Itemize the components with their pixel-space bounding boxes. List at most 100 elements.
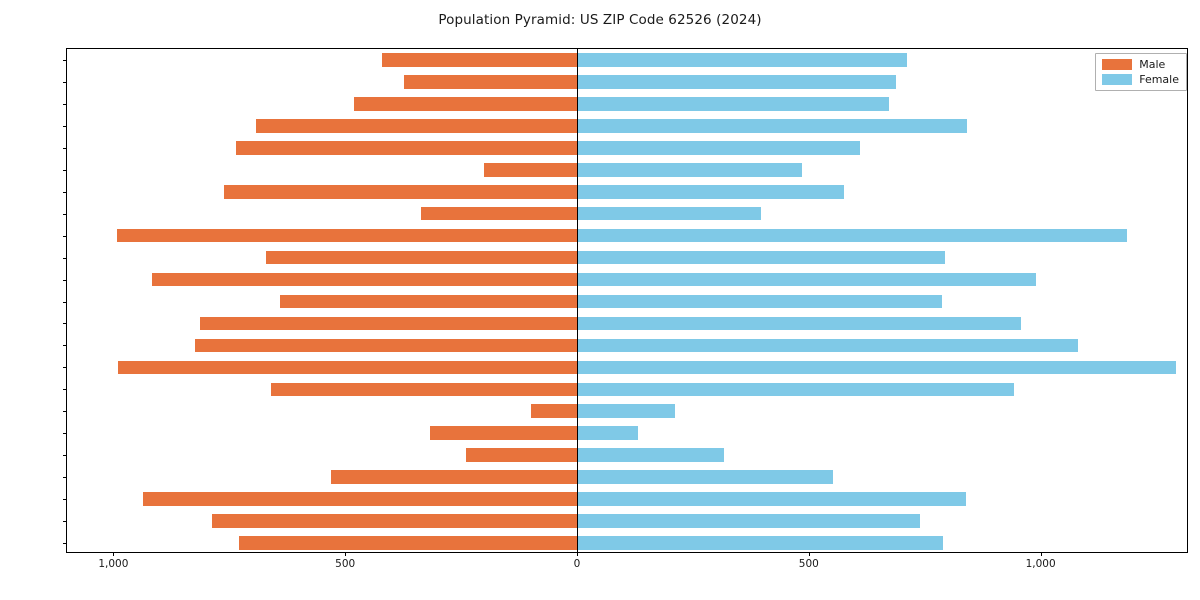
bar-female — [577, 206, 761, 221]
y-tick-mark — [63, 279, 67, 281]
bar-female — [577, 53, 907, 67]
bar-female — [577, 140, 861, 155]
bar-male — [421, 206, 577, 221]
bar-male — [265, 250, 577, 265]
x-tick-label: 0 — [573, 558, 581, 570]
bar-row — [67, 448, 1187, 462]
y-tick-mark — [63, 81, 67, 83]
y-tick-mark — [63, 125, 67, 127]
x-tick-label: 1,000 — [1025, 558, 1056, 570]
bar-row — [67, 228, 1187, 243]
bar-female — [577, 448, 725, 462]
bar-row — [67, 162, 1187, 177]
y-tick-mark — [63, 543, 67, 545]
y-tick-mark — [63, 235, 67, 237]
bar-male — [235, 140, 577, 155]
y-tick-mark — [63, 323, 67, 325]
x-tick-mark — [1040, 552, 1042, 556]
bar-male — [194, 338, 577, 353]
bar-female — [577, 404, 675, 419]
y-tick-mark — [63, 499, 67, 501]
bar-male — [118, 360, 577, 375]
y-tick-mark — [63, 521, 67, 523]
bar-row — [67, 97, 1187, 111]
bar-female — [577, 536, 943, 550]
bar-male — [143, 492, 577, 506]
y-tick-mark — [63, 147, 67, 149]
y-tick-mark — [63, 433, 67, 435]
bar-female — [577, 470, 834, 484]
bar-row — [67, 470, 1187, 484]
bar-female — [577, 514, 921, 528]
y-tick-mark — [63, 389, 67, 391]
legend-label: Female — [1139, 73, 1179, 86]
zero-axis-line — [577, 49, 579, 552]
x-tick-mark — [577, 552, 578, 556]
y-tick-mark — [63, 169, 67, 171]
chart-title: Population Pyramid: US ZIP Code 62526 (2… — [438, 12, 762, 28]
bar-female — [577, 294, 942, 309]
bar-female — [577, 162, 802, 177]
legend-entry[interactable]: Female — [1102, 74, 1179, 85]
legend-color-swatch — [1102, 74, 1133, 85]
bar-female — [577, 228, 1128, 243]
x-tick-mark — [808, 552, 810, 556]
bar-male — [429, 426, 577, 441]
bar-row — [67, 53, 1187, 67]
y-tick-mark — [63, 257, 67, 259]
bar-male — [382, 53, 577, 67]
bar-male — [354, 97, 577, 111]
bar-row — [67, 250, 1187, 265]
bar-male — [330, 470, 577, 484]
x-tick-label: 500 — [798, 558, 819, 570]
y-tick-mark — [63, 59, 67, 61]
y-tick-mark — [63, 367, 67, 369]
bar-female — [577, 426, 638, 441]
bar-row — [67, 514, 1187, 528]
bar-female — [577, 272, 1036, 287]
plot-frame: 85+80-8475-7970-7467-6965-6662-6460-6155… — [63, 48, 1188, 570]
bar-row — [67, 404, 1187, 419]
bar-female — [577, 97, 890, 111]
x-tick-label: 1,000 — [98, 558, 129, 570]
y-tick-mark — [63, 411, 67, 413]
bar-row — [67, 382, 1187, 397]
legend-entry[interactable]: Male — [1102, 59, 1179, 70]
x-tick-label: 500 — [335, 558, 356, 570]
y-tick-mark — [63, 191, 67, 193]
bar-female — [577, 338, 1078, 353]
y-tick-mark — [63, 213, 67, 215]
bar-female — [577, 75, 896, 89]
legend[interactable]: Male Female — [1095, 53, 1187, 91]
bar-male — [255, 119, 577, 133]
bar-row — [67, 426, 1187, 441]
y-tick-mark — [63, 301, 67, 303]
bar-male — [484, 162, 577, 177]
bar-female — [577, 119, 968, 133]
bar-female — [577, 492, 967, 506]
bar-row — [67, 360, 1187, 375]
bar-row — [67, 140, 1187, 155]
bar-female — [577, 184, 845, 199]
bar-female — [577, 360, 1176, 375]
bar-row — [67, 272, 1187, 287]
y-tick-mark — [63, 103, 67, 105]
bar-row — [67, 316, 1187, 331]
bar-row — [67, 338, 1187, 353]
bar-row — [67, 206, 1187, 221]
y-tick-mark — [63, 345, 67, 347]
legend-label: Male — [1139, 58, 1166, 71]
bar-male — [200, 316, 577, 331]
bar-row — [67, 536, 1187, 550]
bar-row — [67, 184, 1187, 199]
y-tick-mark — [63, 455, 67, 457]
x-tick-mark — [345, 552, 347, 556]
x-tick-mark — [113, 552, 115, 556]
bar-male — [404, 75, 577, 89]
bar-male — [212, 514, 577, 528]
bar-row — [67, 119, 1187, 133]
bar-male — [271, 382, 577, 397]
bar-male — [465, 448, 577, 462]
bar-male — [280, 294, 577, 309]
